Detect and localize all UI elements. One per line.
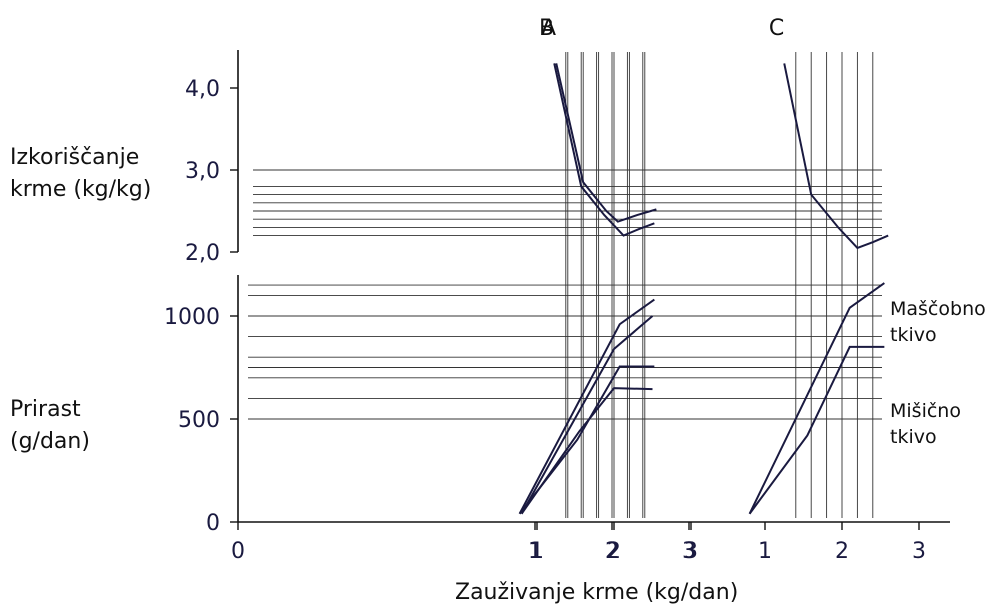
x-axis-label: Zauživanje krme (kg/dan) [455, 580, 739, 605]
fat-tissue-line-b [518, 298, 655, 515]
y-tick-label-bottom: 1000 [164, 305, 220, 330]
muscle-tissue-line-c [748, 345, 885, 515]
annotation-muscle-line1: Mišično [890, 400, 961, 422]
annotation-fat-line2: tkivo [890, 324, 937, 346]
x-tick-label: 1 [528, 539, 542, 564]
fat-tissue-line-c [748, 282, 885, 515]
y-tick-label-top: 2,0 [185, 241, 220, 266]
efficiency-line-a [555, 63, 657, 223]
annotation-fat-line1: Maščobno [890, 298, 986, 320]
x-tick-label: 3 [912, 539, 926, 564]
x-tick-label: 1 [530, 539, 544, 564]
panel-label-c: C [769, 16, 784, 41]
y-tick-label-bottom: 0 [206, 511, 220, 536]
efficiency-line-b [553, 63, 655, 237]
y-tick-label-bottom: 500 [178, 408, 220, 433]
x-tick-label: 2 [607, 539, 621, 564]
x-tick-label: 0 [231, 539, 245, 564]
x-tick-label: 2 [605, 539, 619, 564]
y-tick-label-top: 4,0 [185, 77, 220, 102]
efficiency-line-c [783, 63, 889, 250]
muscle-tissue-line-a [520, 387, 653, 515]
ylabel-bottom-line2: (g/dan) [10, 429, 90, 454]
x-tick-label: 3 [684, 539, 698, 564]
fat-tissue-line-a [520, 315, 654, 515]
x-tick-label: 1 [758, 539, 772, 564]
panel-label-b: B [539, 16, 554, 41]
ylabel-bottom-line1: Prirast [10, 397, 81, 422]
ylabel-top-line2: krme (kg/kg) [10, 177, 152, 202]
annotation-muscle-line2: tkivo [890, 426, 937, 448]
y-tick-label-top: 3,0 [185, 159, 220, 184]
x-tick-label: 2 [835, 539, 849, 564]
panel-label-a: A [541, 16, 556, 41]
ylabel-top-line1: Izkoriščanje [10, 145, 140, 170]
muscle-tissue-line-b [518, 365, 655, 515]
x-tick-label: 3 [682, 539, 696, 564]
